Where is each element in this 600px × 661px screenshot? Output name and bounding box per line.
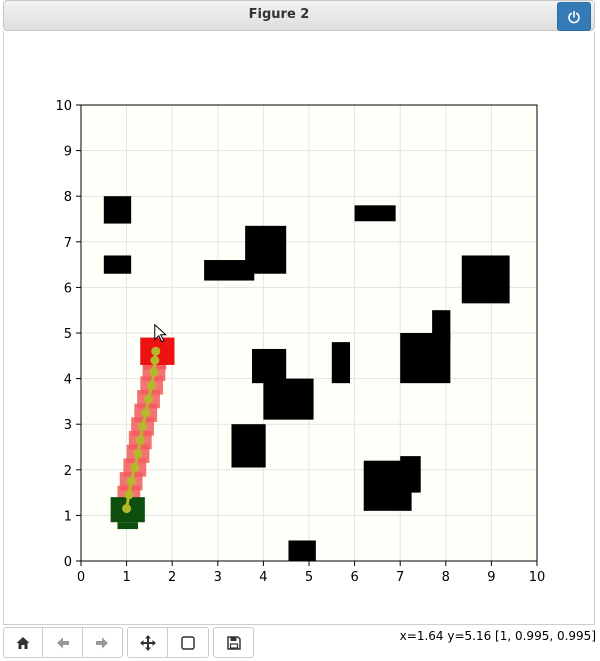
obstacle	[461, 255, 510, 304]
close-figure-button[interactable]	[557, 2, 591, 31]
cursor-coordinates-readout: x=1.64 y=5.16 [1, 0.995, 0.995]	[399, 629, 596, 643]
x-tick-label: 5	[305, 570, 313, 585]
pan-button[interactable]	[128, 628, 168, 657]
path-point	[149, 367, 159, 377]
path-point	[151, 346, 161, 356]
path-point	[147, 380, 157, 390]
x-tick-label: 9	[487, 570, 495, 585]
y-tick-label: 6	[64, 281, 72, 296]
obstacle	[231, 424, 266, 468]
path-point	[150, 355, 160, 365]
back-button[interactable]	[43, 628, 83, 657]
forward-button[interactable]	[83, 628, 122, 657]
path-point	[124, 490, 134, 500]
toolbar-nav-group	[3, 627, 123, 658]
home-icon	[16, 636, 30, 649]
start-region-tail	[117, 522, 138, 530]
y-tick-label: 5	[64, 327, 72, 342]
power-icon	[568, 10, 580, 23]
toolbar-save-group	[213, 627, 254, 658]
toolbar-tools-group	[127, 627, 209, 658]
pan-move-icon	[139, 634, 156, 651]
y-tick-label: 1	[64, 509, 72, 524]
y-tick-label: 4	[64, 373, 72, 388]
mouse-cursor-icon	[154, 323, 168, 343]
zoom-button[interactable]	[168, 628, 208, 657]
x-tick-label: 1	[122, 570, 130, 585]
y-tick-label: 2	[64, 464, 72, 479]
path-point	[135, 435, 145, 445]
obstacle	[103, 196, 132, 224]
plot-svg: 0 1 2 3 4 5 6 7 8 9 10 0 1 2 3 4 5 6 7 8 9 10	[55, 99, 546, 585]
obstacle	[252, 348, 287, 384]
y-tick-label: 0	[64, 555, 72, 570]
x-tick-label: 4	[259, 570, 267, 585]
obstacle	[354, 205, 396, 222]
y-tick-label: 7	[64, 236, 72, 251]
zoom-rectangle-icon	[181, 635, 195, 650]
x-tick-label: 8	[442, 570, 450, 585]
obstacle	[263, 378, 314, 420]
path-point	[122, 504, 132, 514]
obstacle	[400, 456, 421, 493]
forward-arrow-icon	[96, 637, 109, 648]
obstacle	[245, 225, 287, 274]
path-point	[141, 408, 151, 418]
path-point	[143, 394, 153, 404]
x-tick-label: 0	[77, 570, 85, 585]
x-tick-label: 2	[168, 570, 176, 585]
path-point	[126, 476, 136, 486]
window-title: Figure 2	[248, 7, 310, 22]
path-point	[138, 421, 148, 431]
back-arrow-icon	[56, 637, 69, 648]
x-tick-label: 6	[350, 570, 358, 585]
obstacle	[204, 260, 255, 281]
x-tick-label: 7	[396, 570, 404, 585]
path-point	[130, 463, 140, 473]
x-tick-label: 3	[214, 570, 222, 585]
obstacle	[103, 255, 132, 274]
x-tick-label: 10	[529, 570, 546, 585]
path-point	[133, 449, 143, 459]
save-button[interactable]	[214, 628, 253, 657]
y-tick-label: 10	[55, 99, 72, 114]
obstacle	[400, 333, 451, 384]
y-tick-label: 3	[64, 418, 72, 433]
obstacle	[288, 540, 316, 561]
y-tick-label: 9	[64, 145, 72, 160]
y-tick-label: 8	[64, 190, 72, 205]
save-icon	[226, 635, 241, 650]
home-button[interactable]	[4, 628, 44, 657]
title-bar: Figure 2	[3, 0, 595, 31]
figure-canvas[interactable]: 0 1 2 3 4 5 6 7 8 9 10 0 1 2 3 4 5 6 7 8 9 10	[3, 31, 595, 625]
obstacle	[331, 342, 351, 384]
